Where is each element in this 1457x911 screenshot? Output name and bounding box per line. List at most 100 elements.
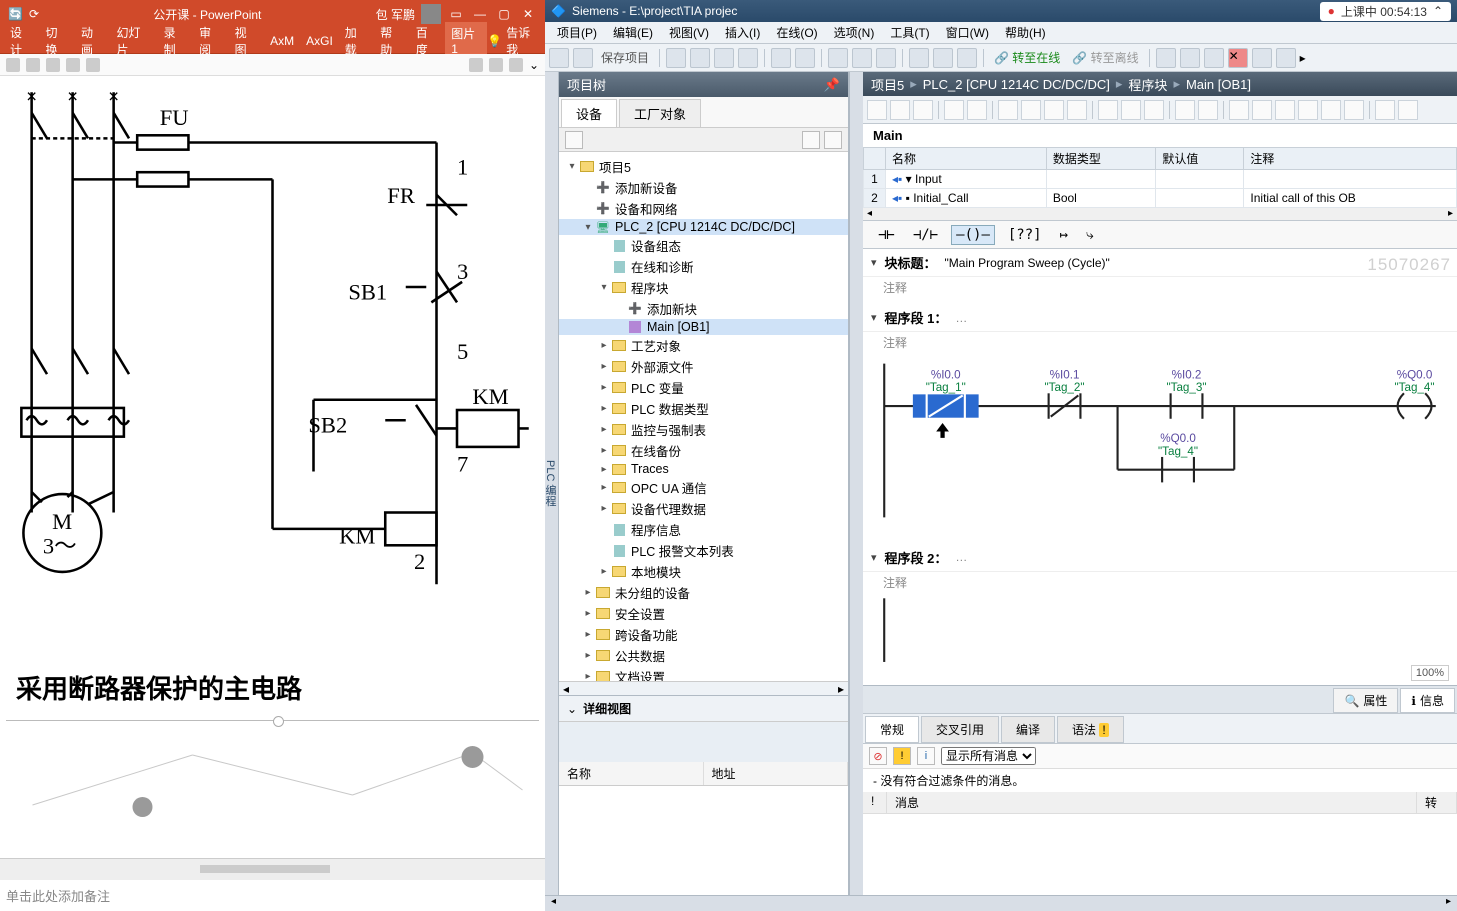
expand-icon[interactable]: ⌄ [529,58,539,72]
detail-col-addr[interactable]: 地址 [704,762,849,785]
scroll-left-icon[interactable]: ◂ [863,208,876,220]
project-tree[interactable]: ▾项目5➕添加新设备➕设备和网络▾🖥PLC_2 [CPU 1214C DC/DC… [559,152,848,681]
expand-icon[interactable]: ▸ [581,671,595,681]
slide-canvas[interactable]: × × × [0,76,545,858]
expand-icon[interactable]: ▸ [597,340,611,351]
tool-button[interactable] [1276,48,1296,68]
tree-tool-button[interactable] [824,131,842,149]
expand-icon[interactable]: ▸ [597,382,611,393]
tree-tool-button[interactable] [802,131,820,149]
tree-node[interactable]: ▸公共数据 [559,645,848,666]
close-editor-button[interactable]: ✕ [1228,48,1248,68]
recording-status[interactable]: ● 上课中 00:54:13 ⌃ [1320,2,1451,21]
go-offline-button[interactable]: 🔗 转至离线 [1068,49,1142,66]
palette-box[interactable]: [??] [1003,225,1047,245]
collapse-icon[interactable]: ▾ [871,551,877,564]
editor-button[interactable] [1198,100,1218,120]
palette-nc-contact[interactable]: ⊣/⊢ [908,225,943,245]
tree-node[interactable]: ▸工艺对象 [559,335,848,356]
tree-node[interactable]: ▸监控与强制表 [559,419,848,440]
expand-icon[interactable]: ▸ [597,464,611,475]
subtab-compile[interactable]: 编译 [1001,716,1055,743]
tree-node[interactable]: 程序信息 [559,519,848,540]
detail-col-name[interactable]: 名称 [559,762,704,785]
tool-button[interactable] [469,58,483,72]
copy-button[interactable] [690,48,710,68]
subtab-general[interactable]: 常规 [865,716,919,743]
ribbon-tab[interactable]: AxM [264,31,300,51]
editor-button[interactable] [944,100,964,120]
undo-button[interactable] [771,48,791,68]
tree-node[interactable]: ➕添加新块 [559,298,848,319]
tool-button[interactable] [6,58,20,72]
editor-button[interactable] [1252,100,1272,120]
editor-button[interactable] [1021,100,1041,120]
menu-edit[interactable]: 编辑(E) [605,22,661,43]
tree-node[interactable]: ▾程序块 [559,277,848,298]
editor-button[interactable] [1067,100,1087,120]
collapse-icon[interactable]: ▾ [871,256,877,269]
more-icon[interactable]: ▸ [1300,51,1306,65]
tool-button[interactable] [46,58,60,72]
tree-node[interactable]: ▸跨设备功能 [559,624,848,645]
chevron-down-icon[interactable]: ⌄ [567,702,577,716]
scroll-right-icon[interactable]: ▸ [1444,208,1457,220]
menu-insert[interactable]: 插入(I) [717,22,768,43]
subtab-xref[interactable]: 交叉引用 [921,716,999,743]
block-comment[interactable]: 注释 [863,277,1457,298]
tab-plant-objects[interactable]: 工厂对象 [619,99,701,127]
editor-button[interactable] [998,100,1018,120]
scrollbar-thumb[interactable] [200,865,330,873]
editor-button[interactable] [890,100,910,120]
scroll-right-icon[interactable]: ▸ [1440,896,1457,911]
expand-icon[interactable]: ▸ [597,445,611,456]
upload-button[interactable] [876,48,896,68]
minimize-icon[interactable]: — [471,7,489,21]
expand-icon[interactable]: ▸ [581,650,595,661]
msg-col-icon[interactable]: ! [863,792,887,813]
download-button[interactable] [852,48,872,68]
tab-properties[interactable]: 🔍属性 [1333,688,1398,713]
editor-button[interactable] [1375,100,1395,120]
network2-ladder[interactable] [863,593,1457,667]
expand-icon[interactable]: ▸ [597,482,611,493]
start-sim-button[interactable] [909,48,929,68]
tree-node[interactable]: ▸安全设置 [559,603,848,624]
breadcrumb-item[interactable]: 程序块 [1128,75,1167,94]
error-filter-icon[interactable]: ⊘ [869,747,887,765]
tool-button[interactable] [509,58,523,72]
col-default[interactable]: 默认值 [1156,148,1244,170]
editor-button[interactable] [967,100,987,120]
tree-node[interactable]: ▸未分组的设备 [559,582,848,603]
palette-coil[interactable]: —()— [951,225,995,245]
menu-tools[interactable]: 工具(T) [882,22,937,43]
editor-button[interactable] [1144,100,1164,120]
subtab-syntax[interactable]: 语法 ! [1057,716,1124,743]
tool-button[interactable] [1180,48,1200,68]
scroll-left-icon[interactable]: ◂ [545,896,562,911]
tree-node[interactable]: ▸文档设置 [559,666,848,681]
save-project-button[interactable]: 保存项目 [597,49,653,66]
open-project-button[interactable] [573,48,593,68]
interface-row[interactable]: 1 ◂▪ ▾ Input [864,170,1457,189]
editor-button[interactable] [1275,100,1295,120]
expand-icon[interactable]: ▸ [581,587,595,598]
editor-button[interactable] [1098,100,1118,120]
editor-button[interactable] [1229,100,1249,120]
col-type[interactable]: 数据类型 [1046,148,1156,170]
palette-branch-open[interactable]: ↦ [1055,225,1073,245]
tree-tool-button[interactable] [565,131,583,149]
tool-button[interactable] [1156,48,1176,68]
expand-icon[interactable]: ▸ [597,361,611,372]
tree-node[interactable]: ▸OPC UA 通信 [559,477,848,498]
editor-button[interactable] [1044,100,1064,120]
editor-button[interactable] [1398,100,1418,120]
expand-icon[interactable]: ▸ [597,424,611,435]
menu-project[interactable]: 项目(P) [549,22,605,43]
expand-icon[interactable]: ▸ [581,608,595,619]
tree-node[interactable]: ➕设备和网络 [559,198,848,219]
collapse-icon[interactable]: ▾ [871,311,877,324]
network1-ladder[interactable]: %I0.0 "Tag_1" %I0.1 "Tag_2" %I0.2 "Tag_3… [863,353,1457,523]
menu-window[interactable]: 窗口(W) [938,22,997,43]
tree-node[interactable]: ▾项目5 [559,156,848,177]
